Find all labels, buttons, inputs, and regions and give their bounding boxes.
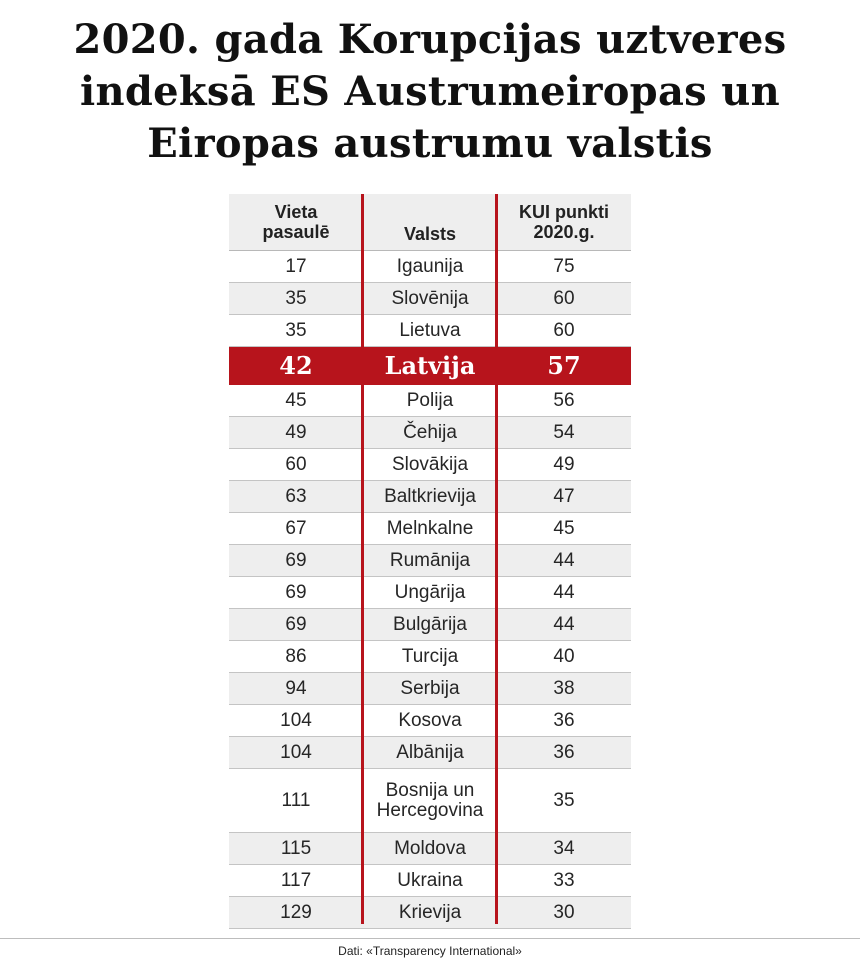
header-country: Valsts bbox=[403, 224, 457, 244]
country-cell: Melnkalne bbox=[386, 517, 474, 539]
score-cell: 75 bbox=[553, 255, 575, 277]
country-cell: Kosova bbox=[398, 709, 462, 731]
table-row: 117 Ukraina 33 bbox=[229, 865, 631, 897]
table-row: 67 Melnkalne 45 bbox=[229, 513, 631, 545]
table-row: 129 Krievija 30 bbox=[229, 897, 631, 929]
table-row: 111 Bosnija un Hercegovina 35 bbox=[229, 769, 631, 833]
header-rank: Vieta pasaulē bbox=[262, 202, 330, 242]
score-cell: 44 bbox=[553, 581, 575, 603]
title-line-1: 2020. gada Korupcijas uztveres bbox=[73, 16, 787, 63]
score-cell: 49 bbox=[553, 453, 575, 475]
score-cell: 30 bbox=[553, 901, 575, 923]
table-header: Vieta pasaulē Valsts KUI punkti 2020.g. bbox=[229, 194, 631, 251]
country-cell: Latvija bbox=[384, 351, 476, 380]
country-cell: Čehija bbox=[403, 421, 457, 443]
rank-cell: 69 bbox=[285, 549, 307, 571]
rank-cell: 45 bbox=[285, 389, 307, 411]
rank-cell: 111 bbox=[281, 789, 311, 811]
score-cell: 60 bbox=[553, 319, 575, 341]
country-cell: Moldova bbox=[394, 837, 466, 859]
rank-cell: 63 bbox=[285, 485, 307, 507]
score-cell: 36 bbox=[553, 741, 575, 763]
rank-cell: 115 bbox=[280, 837, 312, 859]
country-cell: Polija bbox=[406, 389, 454, 411]
rank-cell: 60 bbox=[285, 453, 307, 475]
rank-cell: 69 bbox=[285, 613, 307, 635]
table-body: 17 Igaunija 75 35 Slovēnija 60 35 Lietuva 60 42 La… bbox=[229, 251, 631, 929]
table-row: 63 Baltkrievija 47 bbox=[229, 481, 631, 513]
rank-cell: 129 bbox=[280, 901, 312, 923]
column-divider bbox=[495, 194, 498, 924]
table-row: 69 Ungārija 44 bbox=[229, 577, 631, 609]
rank-cell: 42 bbox=[279, 351, 313, 380]
country-cell: Baltkrievija bbox=[384, 485, 476, 507]
rank-cell: 49 bbox=[285, 421, 307, 443]
rank-cell: 35 bbox=[285, 287, 307, 309]
table-row: 104 Albānija 36 bbox=[229, 737, 631, 769]
table-row: 35 Slovēnija 60 bbox=[229, 283, 631, 315]
score-cell: 38 bbox=[553, 677, 575, 699]
score-cell: 45 bbox=[553, 517, 575, 539]
rank-cell: 67 bbox=[285, 517, 307, 539]
country-cell: Krievija bbox=[398, 901, 462, 923]
table-row: 104 Kosova 36 bbox=[229, 705, 631, 737]
country-cell: Albānija bbox=[396, 741, 464, 763]
table-row: 60 Slovākija 49 bbox=[229, 449, 631, 481]
score-cell: 54 bbox=[553, 421, 575, 443]
table-row: 69 Bulgārija 44 bbox=[229, 609, 631, 641]
score-cell: 57 bbox=[547, 351, 581, 380]
country-cell: Lietuva bbox=[399, 319, 461, 341]
rank-cell: 104 bbox=[280, 709, 312, 731]
score-cell: 60 bbox=[553, 287, 575, 309]
country-cell: Slovēnija bbox=[391, 287, 469, 309]
country-cell: Turcija bbox=[401, 645, 459, 667]
table-row: 49 Čehija 54 bbox=[229, 417, 631, 449]
title-line-2: indeksā ES Austrumeiropas un bbox=[80, 68, 780, 115]
table-row: 94 Serbija 38 bbox=[229, 673, 631, 705]
country-cell: Bulgārija bbox=[393, 613, 467, 635]
table-row: 115 Moldova 34 bbox=[229, 833, 631, 865]
rank-cell: 35 bbox=[285, 319, 307, 341]
table-row: 35 Lietuva 60 bbox=[229, 315, 631, 347]
table-row: 86 Turcija 40 bbox=[229, 641, 631, 673]
score-cell: 44 bbox=[553, 613, 575, 635]
table-row: 45 Polija 56 bbox=[229, 385, 631, 417]
score-cell: 33 bbox=[553, 869, 575, 891]
country-cell: Ungārija bbox=[394, 581, 466, 603]
rank-cell: 17 bbox=[285, 255, 307, 277]
rank-cell: 104 bbox=[280, 741, 312, 763]
title-line-3: Eiropas austrumu valstis bbox=[147, 120, 713, 167]
country-cell: Serbija bbox=[400, 677, 460, 699]
table-row: 17 Igaunija 75 bbox=[229, 251, 631, 283]
table-row: 69 Rumānija 44 bbox=[229, 545, 631, 577]
rank-cell: 86 bbox=[285, 645, 307, 667]
score-cell: 35 bbox=[553, 789, 575, 811]
country-cell: Slovākija bbox=[391, 453, 469, 475]
score-cell: 36 bbox=[553, 709, 575, 731]
country-cell: Bosnija un Hercegovina bbox=[363, 769, 497, 832]
score-cell: 34 bbox=[553, 837, 575, 859]
country-cell: Ukraina bbox=[397, 869, 463, 891]
rank-cell: 94 bbox=[285, 677, 307, 699]
country-cell: Igaunija bbox=[396, 255, 464, 277]
rank-cell: 69 bbox=[285, 581, 307, 603]
page-title: 2020. gada Korupcijas uztveres indeksā E… bbox=[0, 14, 860, 170]
column-divider bbox=[361, 194, 364, 924]
ranking-table: Vieta pasaulē Valsts KUI punkti 2020.g. 17… bbox=[229, 194, 631, 929]
source-note: Dati: «Transparency International» bbox=[0, 938, 860, 964]
score-cell: 40 bbox=[553, 645, 575, 667]
country-line-2: Hercegovina bbox=[376, 799, 484, 821]
country-cell: Rumānija bbox=[389, 549, 471, 571]
table-row-highlighted: 42 Latvija 57 bbox=[229, 347, 631, 385]
score-cell: 47 bbox=[553, 485, 575, 507]
country-line-1: Bosnija un bbox=[385, 779, 475, 801]
score-cell: 56 bbox=[553, 389, 575, 411]
header-score: KUI punkti 2020.g. bbox=[519, 202, 609, 242]
rank-cell: 117 bbox=[280, 869, 312, 891]
score-cell: 44 bbox=[553, 549, 575, 571]
